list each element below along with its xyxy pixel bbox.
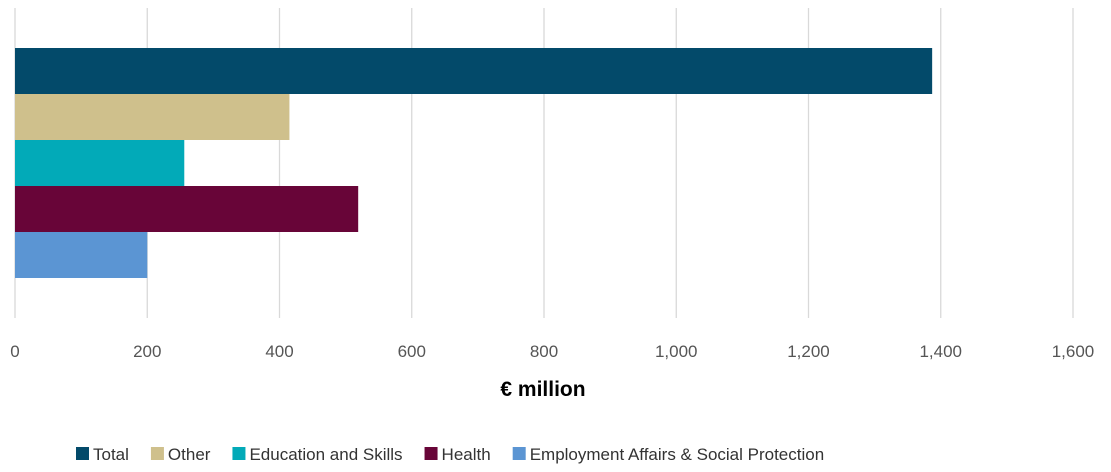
bars xyxy=(15,48,933,278)
legend-item: Other xyxy=(150,445,211,464)
x-axis-ticks: 0 200 400 600 800 1,000 1,200 1,400 1,600 xyxy=(10,342,1094,361)
x-tick-label: 0 xyxy=(10,342,19,361)
x-tick-label: 800 xyxy=(530,342,558,361)
x-tick-label: 200 xyxy=(133,342,161,361)
bar-health xyxy=(15,186,359,232)
legend-label: Health xyxy=(442,445,491,464)
bar-education-and-skills xyxy=(15,140,185,186)
bar-employment-affairs-social-protection xyxy=(15,232,148,278)
legend-swatch xyxy=(512,447,526,460)
legend-swatch xyxy=(424,447,438,460)
legend: Total Other Education and Skills Health Empl… xyxy=(76,445,824,464)
x-tick-label: 400 xyxy=(265,342,293,361)
bar-total xyxy=(15,48,933,94)
legend-label: Employment Affairs & Social Protection xyxy=(530,445,825,464)
legend-label: Other xyxy=(168,445,211,464)
legend-item: Total xyxy=(76,445,129,464)
legend-item: Employment Affairs & Social Protection xyxy=(512,445,825,464)
x-tick-label: 1,600 xyxy=(1052,342,1095,361)
legend-label: Education and Skills xyxy=(249,445,402,464)
x-tick-label: 600 xyxy=(398,342,426,361)
bar-other xyxy=(15,94,290,140)
x-axis-title: € million xyxy=(500,378,585,401)
legend-swatch xyxy=(150,447,164,460)
legend-item: Health xyxy=(424,445,491,464)
legend-item: Education and Skills xyxy=(232,445,403,464)
legend-swatch xyxy=(76,447,89,460)
x-tick-label: 1,000 xyxy=(655,342,698,361)
x-tick-label: 1,400 xyxy=(919,342,962,361)
legend-swatch xyxy=(232,447,246,460)
legend-label: Total xyxy=(93,445,129,464)
x-tick-label: 1,200 xyxy=(787,342,830,361)
